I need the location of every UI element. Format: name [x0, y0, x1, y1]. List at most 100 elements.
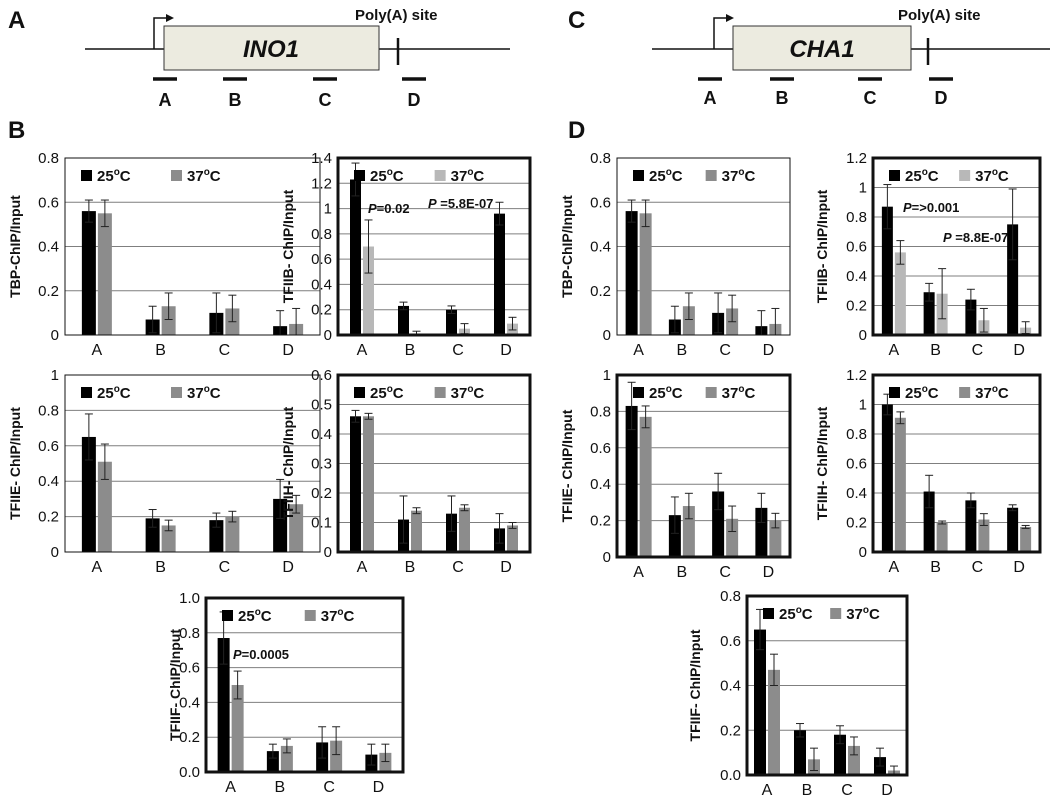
bar: [289, 504, 304, 552]
y-tick-label: 0.8: [311, 226, 332, 243]
region-label-d: D: [935, 88, 948, 108]
bar: [273, 498, 288, 552]
legend-swatch-25: [81, 170, 92, 181]
chart-d-tfiib: 0 0.2 0.4 0.6 0.8 1 1.2 A B C D 25oC 37oC P=>0.001 P =…: [814, 150, 1042, 359]
x-category-label: B: [155, 559, 166, 576]
bar: [81, 211, 96, 335]
y-tick-label: 1: [859, 397, 867, 414]
y-tick-label: 0.4: [311, 276, 332, 293]
bar: [726, 518, 739, 557]
legend-swatch-25: [763, 608, 774, 619]
bar: [231, 685, 244, 772]
legend-swatch-25: [354, 387, 365, 398]
legend-swatch-25: [222, 610, 233, 621]
gene-name: CHA1: [789, 36, 854, 63]
y-tick-label: 1: [324, 201, 332, 218]
y-tick-label: 0.0: [720, 767, 741, 784]
bar: [881, 206, 893, 335]
bar: [769, 520, 782, 557]
y-tick-label: 0.3: [311, 456, 332, 473]
x-category-label: D: [373, 779, 385, 796]
y-tick-label: 1: [603, 367, 611, 384]
y-tick-label: 0: [51, 327, 59, 344]
y-tick-label: 0.2: [38, 283, 59, 300]
bar: [768, 669, 780, 775]
x-category-label: D: [500, 559, 512, 576]
x-category-label: C: [719, 342, 731, 359]
legend-swatch-37: [171, 387, 182, 398]
bar: [217, 638, 230, 772]
y-tick-label: 0: [859, 327, 867, 344]
chart-d-tbp: 0 0.2 0.4 0.6 0.8 A B C D 25oC 37oC TBP-ChIP/Input: [559, 150, 791, 359]
bar: [379, 752, 392, 772]
legend-label-25: 25oC: [97, 384, 131, 402]
y-tick-label: 0.2: [846, 515, 867, 532]
legend-swatch-25: [633, 170, 644, 181]
x-category-label: A: [92, 342, 103, 359]
y-tick-label: 0.4: [846, 268, 867, 285]
x-category-label: C: [452, 342, 464, 359]
bar: [754, 629, 766, 775]
y-tick-label: 0.6: [311, 251, 332, 268]
panel-label-c: C: [568, 7, 585, 34]
region-label-b: B: [776, 88, 789, 108]
y-tick-label: 0.2: [38, 509, 59, 526]
x-category-label: A: [889, 342, 900, 359]
legend-label-25: 25oC: [905, 167, 939, 185]
y-tick-label: 0.4: [720, 678, 741, 695]
bar: [712, 491, 725, 557]
legend-swatch-37: [434, 170, 446, 181]
y-tick-label: 0.6: [846, 239, 867, 256]
legend-swatch-37: [304, 610, 316, 621]
x-category-label: D: [881, 782, 893, 799]
x-category-label: B: [275, 779, 286, 796]
y-axis-label: TFIIF- ChIP/Input: [167, 629, 183, 741]
y-tick-label: 0.6: [179, 660, 200, 677]
x-category-label: C: [219, 559, 231, 576]
y-tick-label: 0: [51, 544, 59, 561]
p-value-annotation: P =5.8E-07: [428, 196, 493, 211]
y-tick-label: 0: [324, 327, 332, 344]
legend-swatch-37: [434, 387, 446, 398]
y-tick-label: 1.4: [311, 150, 332, 167]
bar: [330, 740, 343, 772]
legend-swatch-37: [959, 170, 971, 181]
y-tick-label: 0.8: [846, 209, 867, 226]
y-axis-label: TFIIE- ChIP/Input: [7, 407, 23, 520]
polya-label: Poly(A) site: [898, 7, 981, 24]
y-axis-label: TBP-ChIP/Input: [7, 195, 23, 298]
legend-label-37: 37oC: [451, 167, 485, 185]
y-tick-label: 0.8: [38, 402, 59, 419]
y-axis-label: TFIIB- ChIP/Input: [280, 189, 296, 303]
plot-frame: [871, 373, 1042, 554]
x-category-label: D: [282, 342, 294, 359]
bar: [978, 519, 990, 552]
y-tick-label: 1: [859, 180, 867, 197]
y-tick-label: 0.6: [311, 367, 332, 384]
x-category-label: C: [972, 342, 984, 359]
x-category-label: B: [677, 564, 688, 581]
chart-b-tfiih: 0 0.1 0.2 0.3 0.4 0.5 0.6 A B C D 25oC 37oC TFIIH- Ch…: [280, 367, 532, 576]
bar: [161, 525, 176, 552]
tss-arrowhead-icon: [726, 14, 734, 22]
bar: [639, 416, 652, 557]
x-category-label: B: [405, 342, 416, 359]
bar: [936, 522, 948, 552]
bar: [834, 734, 846, 775]
gene-box: [163, 25, 380, 71]
y-tick-label: 1.0: [179, 590, 200, 607]
bar: [965, 299, 977, 335]
y-tick-label: 0.8: [38, 150, 59, 167]
panel-label-d: D: [568, 117, 585, 144]
plot-frame: [745, 594, 909, 777]
chart-b-tfiie: 0 0.2 0.4 0.6 0.8 1 A B C D 25oC 37oC TFIIE- ChIP/In…: [7, 367, 321, 576]
bar: [668, 515, 681, 557]
x-category-label: C: [841, 782, 853, 799]
bar: [411, 510, 422, 552]
y-tick-label: 0: [603, 327, 611, 344]
plot-frame: [616, 157, 791, 336]
legend-label-37: 37oC: [975, 384, 1009, 402]
tss-arrow-icon: [153, 17, 166, 49]
bar: [881, 404, 893, 552]
bar: [97, 461, 112, 552]
